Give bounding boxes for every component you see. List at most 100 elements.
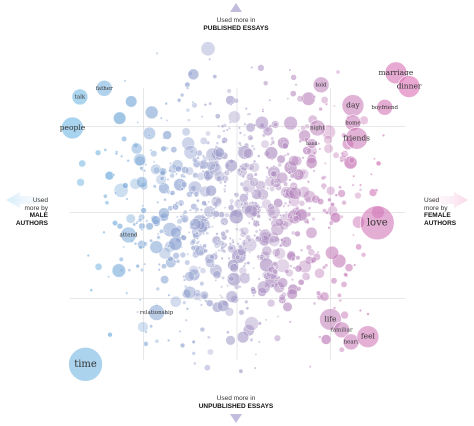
word-point-hand[interactable]: hand <box>306 138 318 149</box>
background-word-dot <box>322 187 326 190</box>
background-word-dot <box>113 111 127 125</box>
background-word-dot <box>214 147 225 158</box>
background-word-dot <box>289 264 293 268</box>
background-word-dot <box>204 223 208 227</box>
background-word-dot <box>282 204 286 208</box>
background-word-dot <box>334 193 338 197</box>
background-word-dot <box>324 102 329 106</box>
background-word-dot <box>175 259 181 264</box>
word-point-love[interactable]: love <box>359 205 395 241</box>
background-word-dot <box>217 249 221 252</box>
background-word-dot <box>150 150 158 158</box>
background-word-dot <box>254 353 258 356</box>
word-point-day[interactable]: day <box>341 94 365 117</box>
background-word-dot <box>205 231 210 236</box>
background-word-dot <box>199 326 205 333</box>
background-word-dot <box>149 240 163 254</box>
background-word-dot <box>252 147 256 151</box>
background-word-dot <box>344 263 354 272</box>
background-word-dot <box>112 220 118 226</box>
background-word-dot <box>266 186 270 190</box>
background-word-dot <box>190 245 196 251</box>
word-bubble <box>148 304 165 321</box>
word-point-father[interactable]: father <box>96 80 113 97</box>
word-point-relationship[interactable]: relationship <box>140 304 174 321</box>
background-word-dot <box>210 196 223 208</box>
background-word-dot <box>180 181 188 188</box>
background-word-dot <box>141 204 145 208</box>
labeled-word-points: marriage dinner told day boyfriend home night f… <box>60 61 422 382</box>
background-word-dot <box>217 200 221 204</box>
background-word-dot <box>178 180 182 184</box>
background-word-dot <box>276 315 280 318</box>
background-word-dot <box>265 207 271 213</box>
word-point-boyfriend[interactable]: boyfriend <box>371 98 399 116</box>
background-word-dot <box>213 242 221 249</box>
word-bubble <box>120 226 137 244</box>
background-word-dot <box>290 278 294 282</box>
background-word-dot <box>194 210 198 214</box>
word-point-time[interactable]: time <box>68 346 103 382</box>
background-word-dot <box>199 281 205 287</box>
background-word-dot <box>246 261 251 265</box>
background-word-dot <box>133 153 147 167</box>
background-word-dot <box>236 242 240 246</box>
background-word-dot <box>201 200 207 206</box>
word-point-told[interactable]: told <box>312 76 330 94</box>
background-word-dot <box>257 321 262 326</box>
background-word-dot <box>249 136 253 140</box>
background-word-dot <box>176 98 182 103</box>
word-point-attend[interactable]: attend <box>120 226 138 244</box>
background-word-dot <box>299 248 304 252</box>
word-point-dinner[interactable]: dinner <box>397 75 422 98</box>
background-word-dot <box>265 166 269 170</box>
background-word-dot <box>325 245 339 260</box>
background-word-dot <box>258 340 261 344</box>
word-bubble <box>68 346 103 382</box>
background-word-dot <box>266 205 281 220</box>
background-word-dot <box>233 192 238 196</box>
background-word-dot <box>278 296 287 304</box>
background-word-dot <box>142 225 146 229</box>
left-axis-line2: more by <box>24 204 48 212</box>
background-word-dot <box>180 342 186 348</box>
background-word-dot <box>253 366 257 370</box>
word-label: night <box>310 125 325 131</box>
background-word-dot <box>245 306 250 311</box>
background-word-dot <box>111 263 126 278</box>
background-word-dot <box>254 201 258 206</box>
background-word-dot <box>162 130 172 140</box>
background-word-dot <box>164 102 168 106</box>
background-word-dot <box>339 158 344 163</box>
background-word-dot <box>223 184 227 188</box>
background-word-dot <box>340 310 349 320</box>
background-word-dot <box>243 148 254 159</box>
word-point-night[interactable]: night <box>309 119 326 137</box>
background-word-dot <box>238 131 242 135</box>
background-word-dot <box>251 217 255 221</box>
background-word-dot <box>156 235 161 240</box>
background-word-dot <box>330 202 335 207</box>
background-word-dot <box>247 134 254 141</box>
background-word-dot <box>191 351 196 356</box>
background-word-dot <box>244 107 248 111</box>
word-point-feel[interactable]: feel <box>356 325 380 349</box>
word-point-people[interactable]: people <box>60 116 86 140</box>
word-point-familiar[interactable]: familiar <box>331 321 353 339</box>
background-word-dot <box>238 272 251 284</box>
word-point-talk[interactable]: talk <box>71 88 89 106</box>
background-word-dot <box>195 231 199 235</box>
background-word-dot <box>312 94 317 99</box>
background-word-dot <box>154 338 160 344</box>
background-word-dot <box>215 232 219 236</box>
left-axis-line4: AUTHORS <box>15 219 48 227</box>
word-point-friends[interactable]: friends <box>343 127 370 150</box>
word-label: heart <box>344 339 360 345</box>
background-word-dot <box>257 154 261 158</box>
background-word-dot <box>280 238 284 242</box>
background-word-dot <box>145 219 149 223</box>
background-word-dot <box>235 254 241 260</box>
background-word-dot <box>196 198 200 203</box>
background-word-dot <box>322 265 327 270</box>
background-word-dot <box>311 217 316 222</box>
